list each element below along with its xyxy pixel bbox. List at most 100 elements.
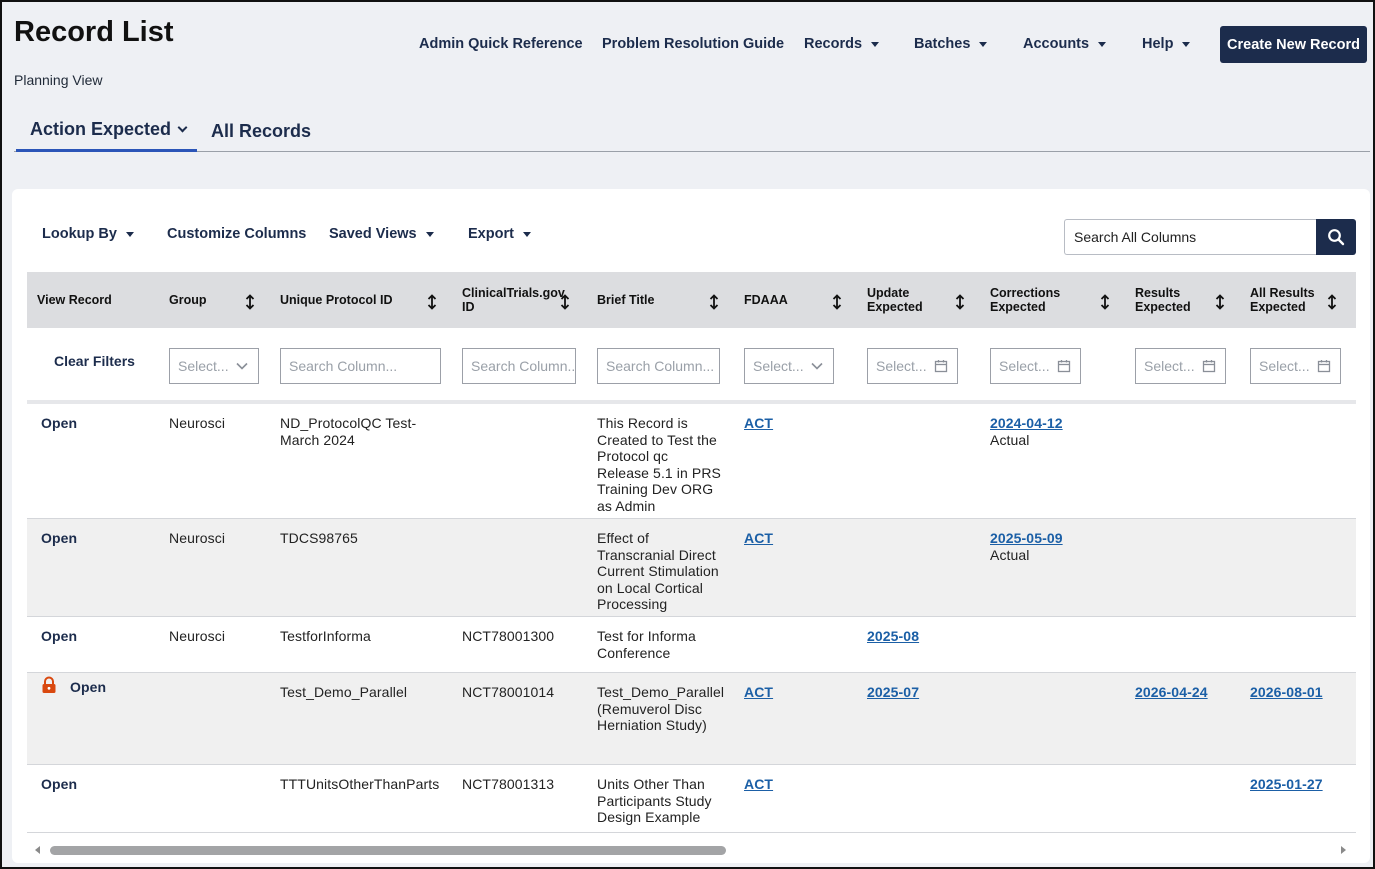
all-results-expected-link[interactable]: 2026-08-01 — [1250, 684, 1323, 700]
brief-title-cell-line: Protocol qc — [597, 448, 669, 464]
horizontal-scrollbar[interactable] — [27, 840, 1356, 860]
chevron-down-icon — [811, 362, 823, 370]
brief-title-cell-line: Release 5.1 in PRS — [597, 464, 721, 481]
batches-menu[interactable]: Batches — [914, 36, 988, 52]
corrections-expected-link[interactable]: 2025-05-09 — [990, 530, 1063, 546]
date-filter[interactable]: Select... — [867, 348, 958, 384]
column-header[interactable]: Group — [169, 293, 207, 307]
filter-placeholder: Select... — [999, 358, 1050, 374]
column-search-input[interactable] — [597, 348, 720, 384]
nct-id-cell: NCT78001014 — [462, 684, 555, 700]
lookup-by-label: Lookup By — [42, 226, 117, 242]
brief-title-cell-line: Design Example — [597, 809, 701, 825]
help-menu[interactable]: Help — [1142, 36, 1191, 52]
page-title: Record List — [14, 16, 174, 48]
sort-arrows-icon[interactable] — [1215, 294, 1225, 310]
results-expected-link[interactable]: 2026-04-24 — [1135, 684, 1208, 700]
clear-filters-link[interactable]: Clear Filters — [54, 353, 135, 369]
records-menu[interactable]: Records — [804, 36, 880, 52]
column-header[interactable]: Results Expected — [1135, 286, 1191, 314]
corrections-expected-link[interactable]: 2024-04-12 — [990, 415, 1063, 431]
date-filter[interactable]: Select... — [1250, 348, 1341, 384]
customize-columns-button[interactable]: Customize Columns — [167, 226, 307, 242]
sort-arrows-icon[interactable] — [1100, 294, 1110, 310]
fdaaa-link[interactable]: ACT — [744, 415, 774, 431]
column-header[interactable]: Update Expected — [867, 286, 923, 314]
caret-down-icon — [1182, 41, 1191, 47]
open-record-link[interactable]: Open — [41, 530, 78, 546]
update-expected-link[interactable]: 2025-08 — [867, 628, 920, 644]
sort-arrows-icon[interactable] — [709, 294, 719, 310]
filter-placeholder: Select... — [753, 358, 804, 374]
records-panel: Lookup By Customize Columns Saved Views … — [12, 189, 1370, 863]
brief-title-cell-line: (Remuverol Disc — [597, 700, 702, 717]
scroll-left-arrow-icon[interactable] — [35, 846, 40, 854]
sort-arrows-icon[interactable] — [427, 294, 437, 310]
brief-title-cell: Test_Demo_Parallel (Remuverol Disc Herniat… — [597, 684, 724, 734]
corrections-expected-cell: 2025-05-09 Actual — [990, 530, 1063, 563]
sort-arrows-icon[interactable] — [560, 294, 570, 310]
brief-title-cell-line: on Local Cortical — [597, 579, 703, 596]
column-header[interactable]: Corrections Expected — [990, 286, 1061, 314]
brief-title-cell-line: Processing — [597, 596, 668, 612]
fdaaa-link[interactable]: ACT — [744, 776, 774, 792]
view-record-cell: Open — [41, 415, 77, 432]
problem-resolution-guide-link[interactable]: Problem Resolution Guide — [602, 36, 784, 52]
column-header[interactable]: Brief Title — [597, 293, 655, 307]
update-expected-link[interactable]: 2025-07 — [867, 684, 920, 700]
scroll-right-arrow-icon[interactable] — [1341, 846, 1346, 854]
nav-label: Admin Quick Reference — [419, 36, 583, 52]
saved-views-dropdown[interactable]: Saved Views — [329, 226, 434, 242]
scrollbar-thumb[interactable] — [50, 846, 726, 855]
all-results-expected-link[interactable]: 2025-01-27 — [1250, 776, 1323, 792]
column-search-input[interactable] — [280, 348, 441, 384]
search-button[interactable] — [1316, 219, 1356, 255]
column-header[interactable]: Unique Protocol ID — [280, 293, 393, 307]
select-filter[interactable]: Select... — [169, 348, 259, 384]
date-filter[interactable]: Select... — [1135, 348, 1226, 384]
caret-down-icon — [125, 231, 134, 237]
sort-arrows-icon[interactable] — [955, 294, 965, 310]
export-dropdown[interactable]: Export — [468, 226, 531, 242]
sort-arrows-icon[interactable] — [1327, 294, 1337, 310]
tab-all-records[interactable]: All Records — [211, 110, 311, 152]
calendar-icon — [1202, 360, 1216, 373]
chevron-down-icon — [177, 122, 188, 133]
lock-icon — [42, 676, 56, 694]
date-filter[interactable]: Select... — [990, 348, 1081, 384]
nct-id-cell: NCT78001300 — [462, 628, 555, 644]
chevron-down-icon — [236, 362, 248, 370]
admin-quick-reference-link[interactable]: Admin Quick Reference — [419, 36, 583, 52]
nav-label: Help — [1142, 36, 1174, 52]
create-new-record-button[interactable]: Create New Record — [1220, 26, 1367, 63]
nct-id-cell: NCT78001313 — [462, 776, 555, 792]
open-record-link[interactable]: Open — [41, 415, 78, 431]
column-header[interactable]: FDAAA — [744, 293, 788, 307]
brief-title-cell-line: Test for Informa — [597, 628, 696, 644]
table-row: Open Neurosci TestforInforma NCT78001300 Tes… — [27, 617, 1356, 673]
corrections-expected-cell: 2024-04-12 Actual — [990, 415, 1063, 448]
column-header[interactable]: All Results Expected — [1250, 286, 1315, 314]
filter-placeholder: Select... — [1144, 358, 1195, 374]
lookup-by-dropdown[interactable]: Lookup By — [42, 226, 134, 242]
tab-action-expected[interactable]: Action Expected — [16, 110, 197, 152]
search-all-columns-input[interactable] — [1064, 219, 1316, 255]
brief-title-cell: This Record is Created to Test the Protoco… — [597, 415, 721, 514]
accounts-menu[interactable]: Accounts — [1023, 36, 1107, 52]
sort-arrows-icon[interactable] — [832, 294, 842, 310]
column-header[interactable]: ClinicalTrials.gov ID — [462, 286, 565, 314]
fdaaa-link[interactable]: ACT — [744, 530, 774, 546]
brief-title-cell-line: Conference — [597, 644, 671, 661]
open-record-link[interactable]: Open — [41, 776, 78, 792]
sort-arrows-icon[interactable] — [245, 294, 255, 310]
nav-label: Accounts — [1023, 36, 1090, 52]
nav-label: Records — [804, 36, 863, 52]
group-cell: Neurosci — [169, 628, 226, 644]
open-record-link[interactable]: Open — [70, 679, 107, 695]
column-search-input[interactable] — [462, 348, 576, 384]
select-filter[interactable]: Select... — [744, 348, 834, 384]
fdaaa-link[interactable]: ACT — [744, 684, 774, 700]
open-record-link[interactable]: Open — [41, 628, 78, 644]
tab-label: Action Expected — [30, 119, 172, 139]
brief-title-cell-line: Transcranial Direct — [597, 546, 716, 563]
